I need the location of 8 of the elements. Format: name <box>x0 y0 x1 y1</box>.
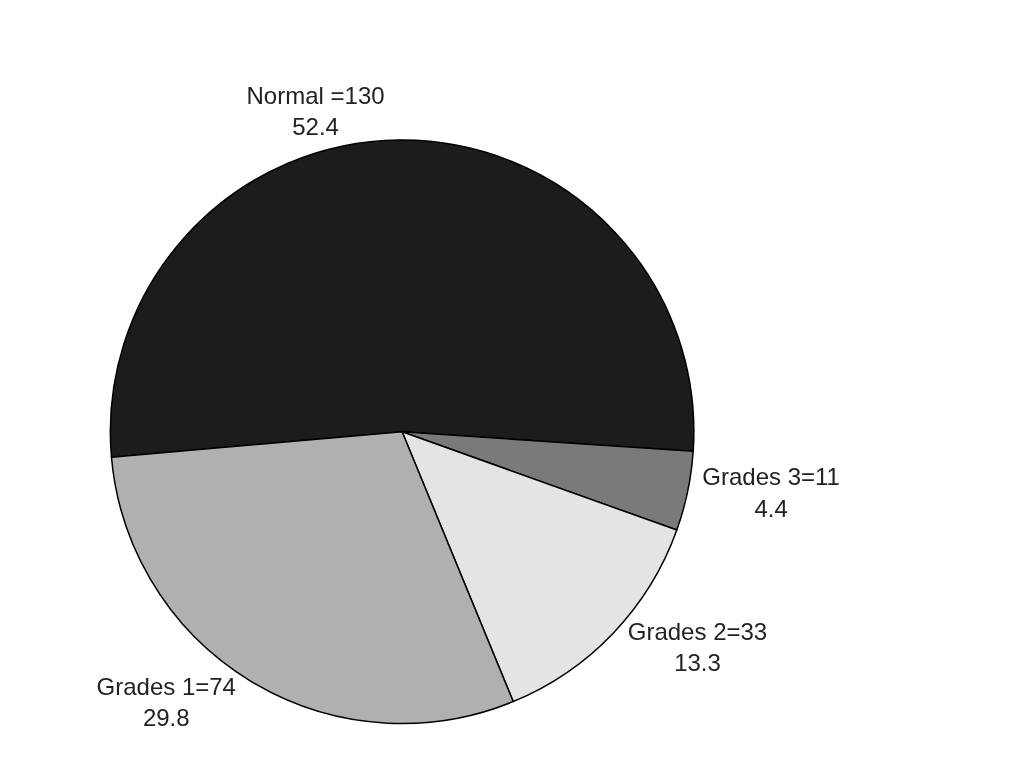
data-label: 52.4 <box>292 113 339 141</box>
data-label: 13.3 <box>674 649 721 677</box>
slice-label: Grades 2=33 <box>627 617 768 645</box>
slice-label: Grades 3=11 <box>702 463 840 491</box>
slice-label: Normal =130 <box>246 81 385 109</box>
data-label: 29.8 <box>142 704 190 732</box>
data-label: 4.4 <box>754 494 788 522</box>
slice-label: Grades 1=74 <box>96 673 236 701</box>
